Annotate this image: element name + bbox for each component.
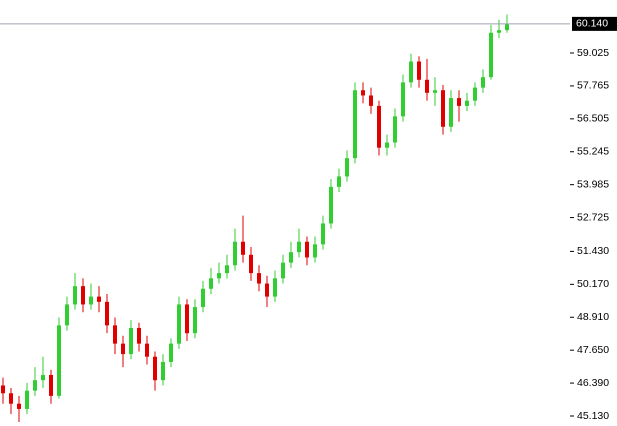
candle-body	[217, 273, 221, 279]
candle-body	[313, 244, 317, 258]
candle-body	[241, 241, 245, 255]
y-tick-label: 59.025	[577, 47, 609, 59]
candle-body	[153, 356, 157, 381]
candle-body	[369, 95, 373, 106]
candle-body	[193, 307, 197, 334]
candle-body	[113, 325, 117, 344]
candle-body	[33, 380, 37, 391]
candle-body	[353, 90, 357, 159]
candle-body	[289, 252, 293, 263]
candle-body	[105, 301, 109, 326]
candle-body	[425, 79, 429, 93]
current-price-box	[572, 16, 617, 31]
current-price-label: 60.140	[576, 18, 608, 30]
candle-body	[361, 90, 365, 96]
candle-body	[41, 374, 45, 381]
candle-body	[473, 87, 477, 101]
candle-body	[73, 286, 77, 305]
candle-body	[281, 262, 285, 279]
candle-body	[57, 325, 61, 396]
candle-body	[505, 23, 509, 31]
candle-body	[265, 283, 269, 297]
candle-body	[297, 241, 301, 253]
candle-body	[185, 304, 189, 334]
candle-body	[321, 223, 325, 245]
candle-body	[209, 278, 213, 289]
candle-body	[273, 278, 277, 297]
candle-body	[9, 393, 13, 404]
y-tick-label: 48.910	[577, 311, 609, 323]
candle-body	[481, 77, 485, 88]
y-tick-label: 55.245	[577, 146, 609, 158]
candle-body	[393, 116, 397, 143]
candle-body	[401, 82, 405, 117]
candle-body	[81, 286, 85, 305]
candle-body	[449, 98, 453, 127]
candle-body	[257, 273, 261, 284]
candle-body	[17, 403, 21, 409]
candle-body	[121, 343, 125, 355]
candle-body	[169, 343, 173, 362]
candle-body	[129, 327, 133, 355]
candle-body	[377, 105, 381, 148]
candle-body	[65, 304, 69, 326]
y-tick-label: 57.765	[577, 80, 609, 92]
y-tick-label: 46.390	[577, 377, 609, 389]
candle-body	[161, 361, 165, 381]
y-tick-label: 45.130	[577, 410, 609, 422]
candle-body	[233, 241, 237, 266]
candle-body	[465, 100, 469, 106]
candle-body	[457, 98, 461, 106]
candle-body	[201, 288, 205, 308]
candle-body	[409, 61, 413, 83]
candle-body	[337, 176, 341, 187]
candle-body	[329, 186, 333, 224]
candle-body	[345, 158, 349, 177]
candle-body	[225, 265, 229, 274]
candle-body	[441, 90, 445, 127]
y-tick-label: 53.985	[577, 178, 609, 190]
candle-body	[25, 390, 29, 409]
candle-body	[385, 142, 389, 148]
candle-body	[497, 30, 501, 33]
candle-body	[305, 241, 309, 258]
candle-body	[249, 254, 253, 274]
candle-body	[417, 61, 421, 80]
candle-body	[489, 32, 493, 78]
candle-body	[89, 296, 93, 305]
candle-body	[145, 343, 149, 357]
candle-body	[433, 90, 437, 93]
candle-body	[97, 296, 101, 302]
candle-body	[137, 327, 141, 344]
y-tick-label: 47.650	[577, 344, 609, 356]
y-tick-label: 50.170	[577, 278, 609, 290]
candle-body	[1, 385, 5, 394]
candle-body	[177, 304, 181, 344]
candle-body	[49, 374, 53, 396]
y-tick-label: 52.725	[577, 211, 609, 223]
y-tick-label: 56.505	[577, 113, 609, 125]
y-tick-label: 51.430	[577, 245, 609, 257]
